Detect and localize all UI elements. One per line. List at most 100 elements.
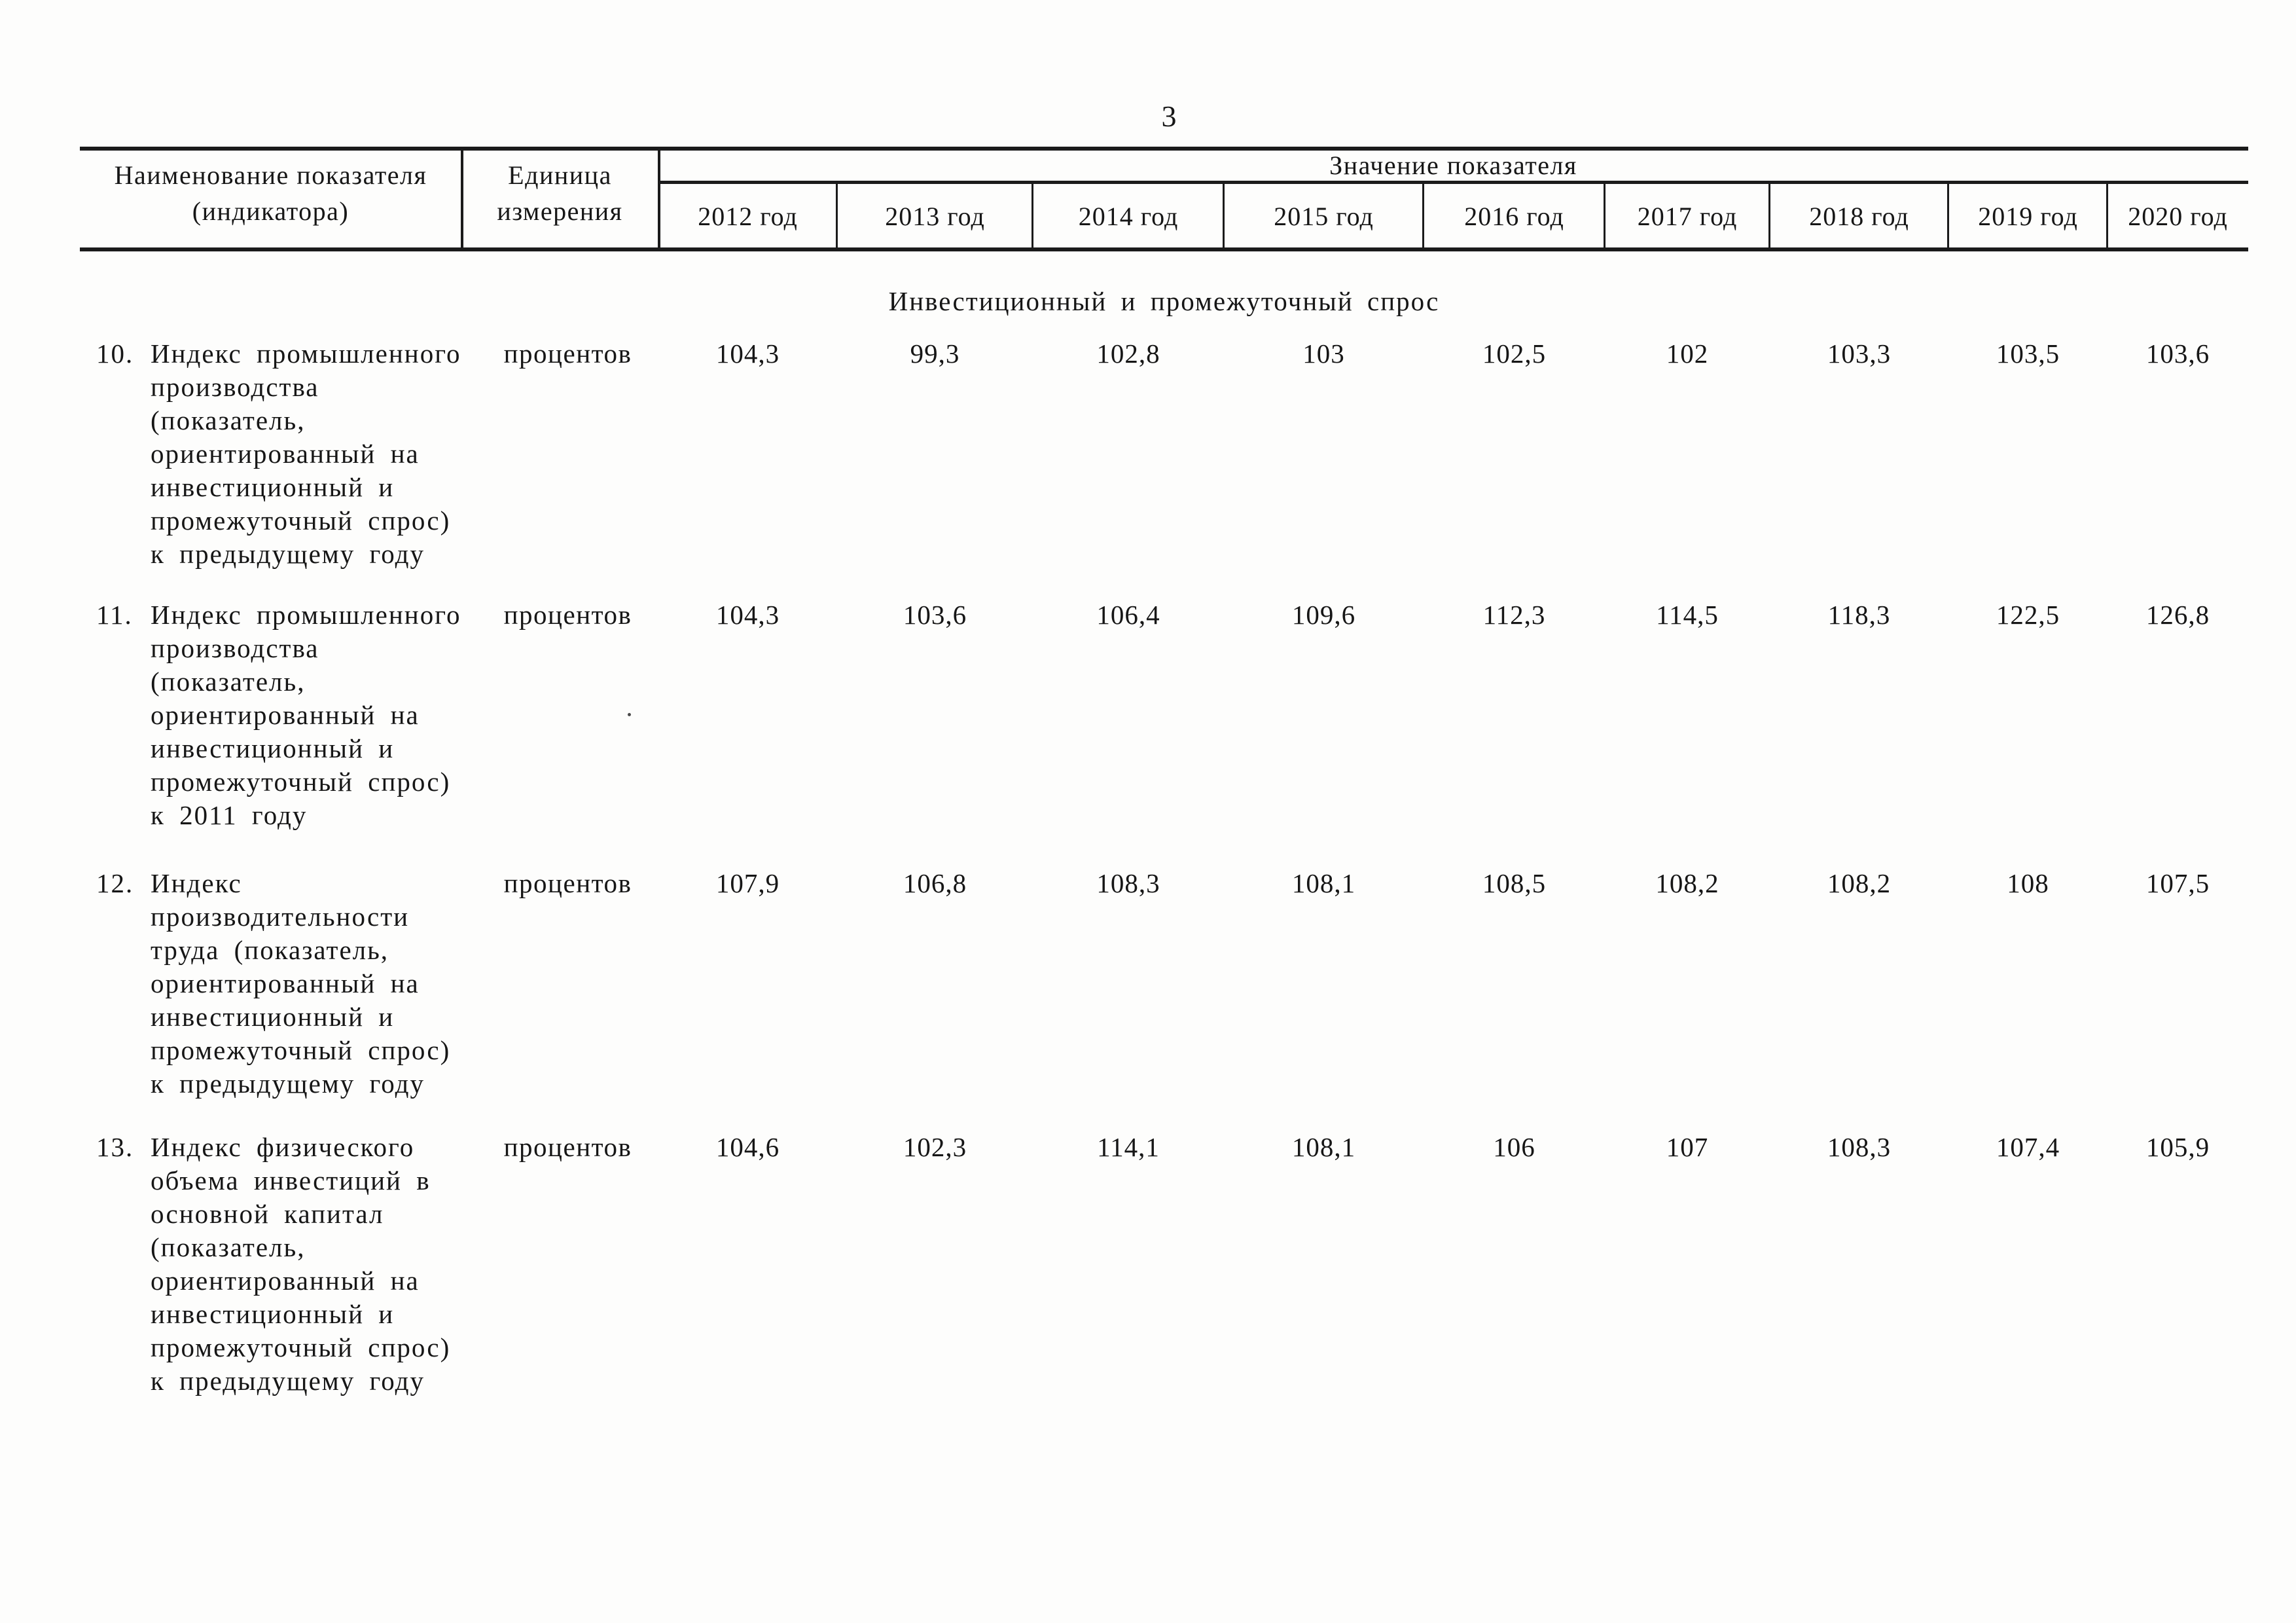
value-cell: 102,5 — [1482, 338, 1547, 369]
row-number: 12. — [96, 868, 134, 898]
header-year-2013: 2013 год — [885, 202, 985, 231]
table-border-top — [80, 147, 2248, 151]
row-number: 10. — [96, 338, 134, 369]
indicator-name: Индекс промышленного производства (показ… — [151, 598, 478, 832]
value-cell: 106 — [1493, 1132, 1535, 1162]
header-year-2015: 2015 год — [1274, 202, 1374, 231]
divider-indicator-unit — [461, 147, 463, 251]
value-cell: 103 — [1302, 338, 1345, 369]
indicator-name-line: ориентированный на — [151, 968, 420, 998]
value-cell: 118,3 — [1827, 600, 1891, 630]
divider-year-4 — [1422, 181, 1424, 251]
indicator-name: Индекс физического объема инвестиций в о… — [151, 1131, 478, 1398]
value-cell: 103,6 — [2145, 338, 2210, 369]
row-number: 11. — [96, 600, 133, 630]
value-cell: 107,9 — [715, 868, 780, 898]
divider-year-3 — [1223, 181, 1225, 251]
indicator-name-line: основной капитал — [151, 1199, 384, 1229]
value-cell: 103,6 — [903, 600, 967, 630]
unit-cell: процентов — [503, 1132, 632, 1162]
value-cell: 112,3 — [1482, 600, 1546, 630]
value-cell: 108,2 — [1827, 868, 1892, 898]
indicator-name-line: к предыдущему году — [151, 1068, 425, 1099]
value-cell: 99,3 — [910, 338, 960, 369]
value-cell: 103,3 — [1827, 338, 1892, 369]
value-cell: 109,6 — [1291, 600, 1356, 630]
divider-year-2 — [1031, 181, 1033, 251]
value-cell: 104,3 — [715, 600, 780, 630]
scan-speck — [628, 713, 631, 716]
value-cell: 102,8 — [1096, 338, 1160, 369]
indicator-name-line: Индекс физического — [151, 1132, 415, 1162]
indicator-name-line: инвестиционный и — [151, 1002, 395, 1032]
indicator-name-line: инвестиционный и — [151, 733, 395, 763]
value-cell: 114,5 — [1656, 600, 1719, 630]
row-number: 13. — [96, 1132, 134, 1162]
indicator-name-line: (показатель, — [151, 666, 306, 697]
indicator-name-line: производства — [151, 633, 319, 663]
divider-year-7 — [1947, 181, 1949, 251]
value-cell: 114,1 — [1097, 1132, 1160, 1162]
unit-cell: процентов — [503, 868, 632, 898]
value-cell: 102,3 — [903, 1132, 967, 1162]
header-unit-line1: Единица — [508, 160, 612, 190]
header-indicator-line2: (индикатора) — [192, 196, 350, 226]
value-cell: 103,5 — [1996, 338, 2060, 369]
value-cell: 104,3 — [715, 338, 780, 369]
value-cell: 106,8 — [903, 868, 967, 898]
value-cell: 108,3 — [1096, 868, 1160, 898]
divider-unit-values — [658, 147, 660, 251]
value-cell: 108 — [2007, 868, 2049, 898]
indicator-name-line: труда (показатель, — [151, 935, 389, 965]
value-cell: 107,5 — [2145, 868, 2210, 898]
value-cell: 105,9 — [2145, 1132, 2210, 1162]
indicator-name-line: ориентированный на — [151, 1266, 420, 1296]
header-year-2014: 2014 год — [1078, 202, 1179, 231]
value-header-underline — [658, 181, 2248, 184]
header-year-2020: 2020 год — [2128, 202, 2228, 231]
value-cell: 102 — [1666, 338, 1709, 369]
page-number: 3 — [1161, 100, 1177, 133]
section-header: Инвестиционный и промежуточный спрос — [888, 286, 1440, 316]
indicator-name: Индекс производительности труда (показат… — [151, 867, 478, 1101]
indicator-name-line: инвестиционный и — [151, 1299, 395, 1329]
indicator-name-line: объема инвестиций в — [151, 1165, 431, 1195]
indicator-name-line: промежуточный спрос) — [151, 1332, 451, 1362]
value-cell: 106,4 — [1096, 600, 1160, 630]
header-unit-line2: измерения — [497, 196, 623, 226]
indicator-name-line: (показатель, — [151, 405, 306, 435]
value-cell: 108,2 — [1655, 868, 1719, 898]
indicator-name-line: Индекс — [151, 868, 242, 898]
indicator-name-line: (показатель, — [151, 1232, 306, 1262]
indicator-name-line: промежуточный спрос) — [151, 1035, 451, 1065]
indicator-name-line: ориентированный на — [151, 700, 420, 730]
table-header-border-bottom — [80, 247, 2248, 251]
indicator-name-line: промежуточный спрос) — [151, 767, 451, 797]
indicator-name-line: к предыдущему году — [151, 1366, 425, 1396]
divider-year-6 — [1768, 181, 1770, 251]
divider-year-5 — [1604, 181, 1605, 251]
indicator-name-line: Индекс промышленного — [151, 338, 461, 369]
value-cell: 108,5 — [1482, 868, 1547, 898]
indicator-name-line: Индекс промышленного — [151, 600, 461, 630]
header-value: Значение показателя — [1329, 151, 1577, 180]
value-cell: 107 — [1666, 1132, 1709, 1162]
value-cell: 108,1 — [1291, 868, 1356, 898]
value-cell: 126,8 — [2145, 600, 2210, 630]
value-cell: 122,5 — [1996, 600, 2060, 630]
header-indicator-line1: Наименование показателя — [114, 160, 427, 190]
indicator-name-line: производительности — [151, 902, 410, 932]
value-cell: 108,1 — [1291, 1132, 1356, 1162]
indicator-name: Индекс промышленного производства (показ… — [151, 337, 478, 571]
header-year-2012: 2012 год — [698, 202, 798, 231]
indicator-name-line: производства — [151, 372, 319, 402]
value-cell: 108,3 — [1827, 1132, 1892, 1162]
indicator-name-line: к 2011 году — [151, 800, 308, 830]
indicator-name-line: ориентированный на — [151, 439, 420, 469]
unit-cell: процентов — [503, 338, 632, 369]
header-year-2019: 2019 год — [1978, 202, 2078, 231]
header-year-2017: 2017 год — [1637, 202, 1738, 231]
header-year-2018: 2018 год — [1809, 202, 1909, 231]
value-cell: 104,6 — [715, 1132, 780, 1162]
